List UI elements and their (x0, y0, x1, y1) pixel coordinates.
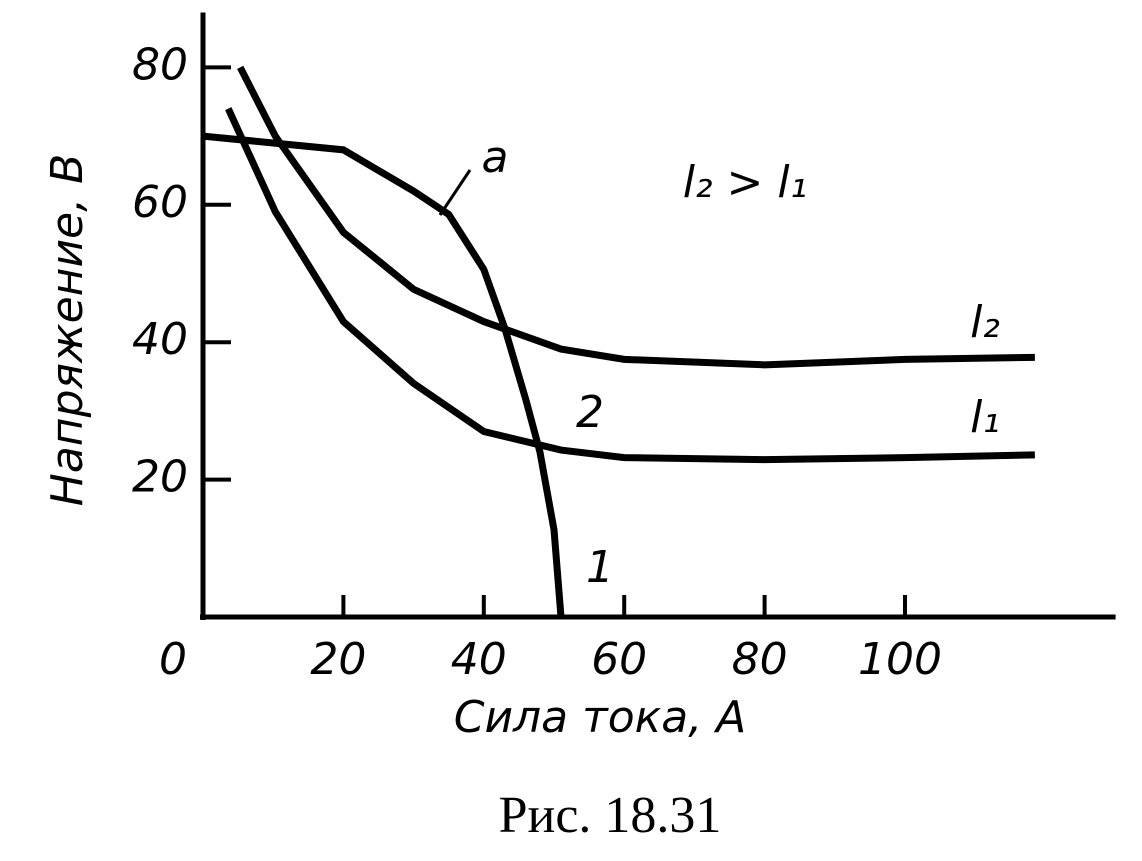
y-axis-label: Напряжение, В (42, 154, 93, 507)
x-axis-label: Сила тока, А (454, 692, 747, 743)
label-leader (438, 169, 472, 216)
caption: Рис. 18.31 (499, 787, 722, 844)
x-tick-label: 20 (310, 634, 366, 685)
x-tick-label: 100 (858, 634, 942, 685)
curve (237, 65, 1035, 369)
y-tick-label: 60 (132, 177, 188, 228)
x-tick-label: 40 (451, 634, 507, 685)
curve-label: l₂ (970, 297, 1000, 348)
y-tick-label: 20 (132, 452, 188, 503)
x-tick-label: 80 (732, 634, 788, 685)
curve-label: a (482, 132, 509, 183)
annotation: 2 (576, 387, 604, 438)
x-tick-label: 60 (591, 634, 647, 685)
y-tick-label: 40 (132, 314, 188, 365)
y-tick-label: 80 (132, 39, 188, 90)
x-tick-label: 0 (159, 634, 187, 685)
curve (202, 132, 565, 618)
annotation: l₂ > l₁ (683, 157, 808, 208)
annotation: 1 (586, 542, 614, 593)
curve (225, 107, 1035, 464)
curve-label: l₁ (970, 392, 1000, 443)
